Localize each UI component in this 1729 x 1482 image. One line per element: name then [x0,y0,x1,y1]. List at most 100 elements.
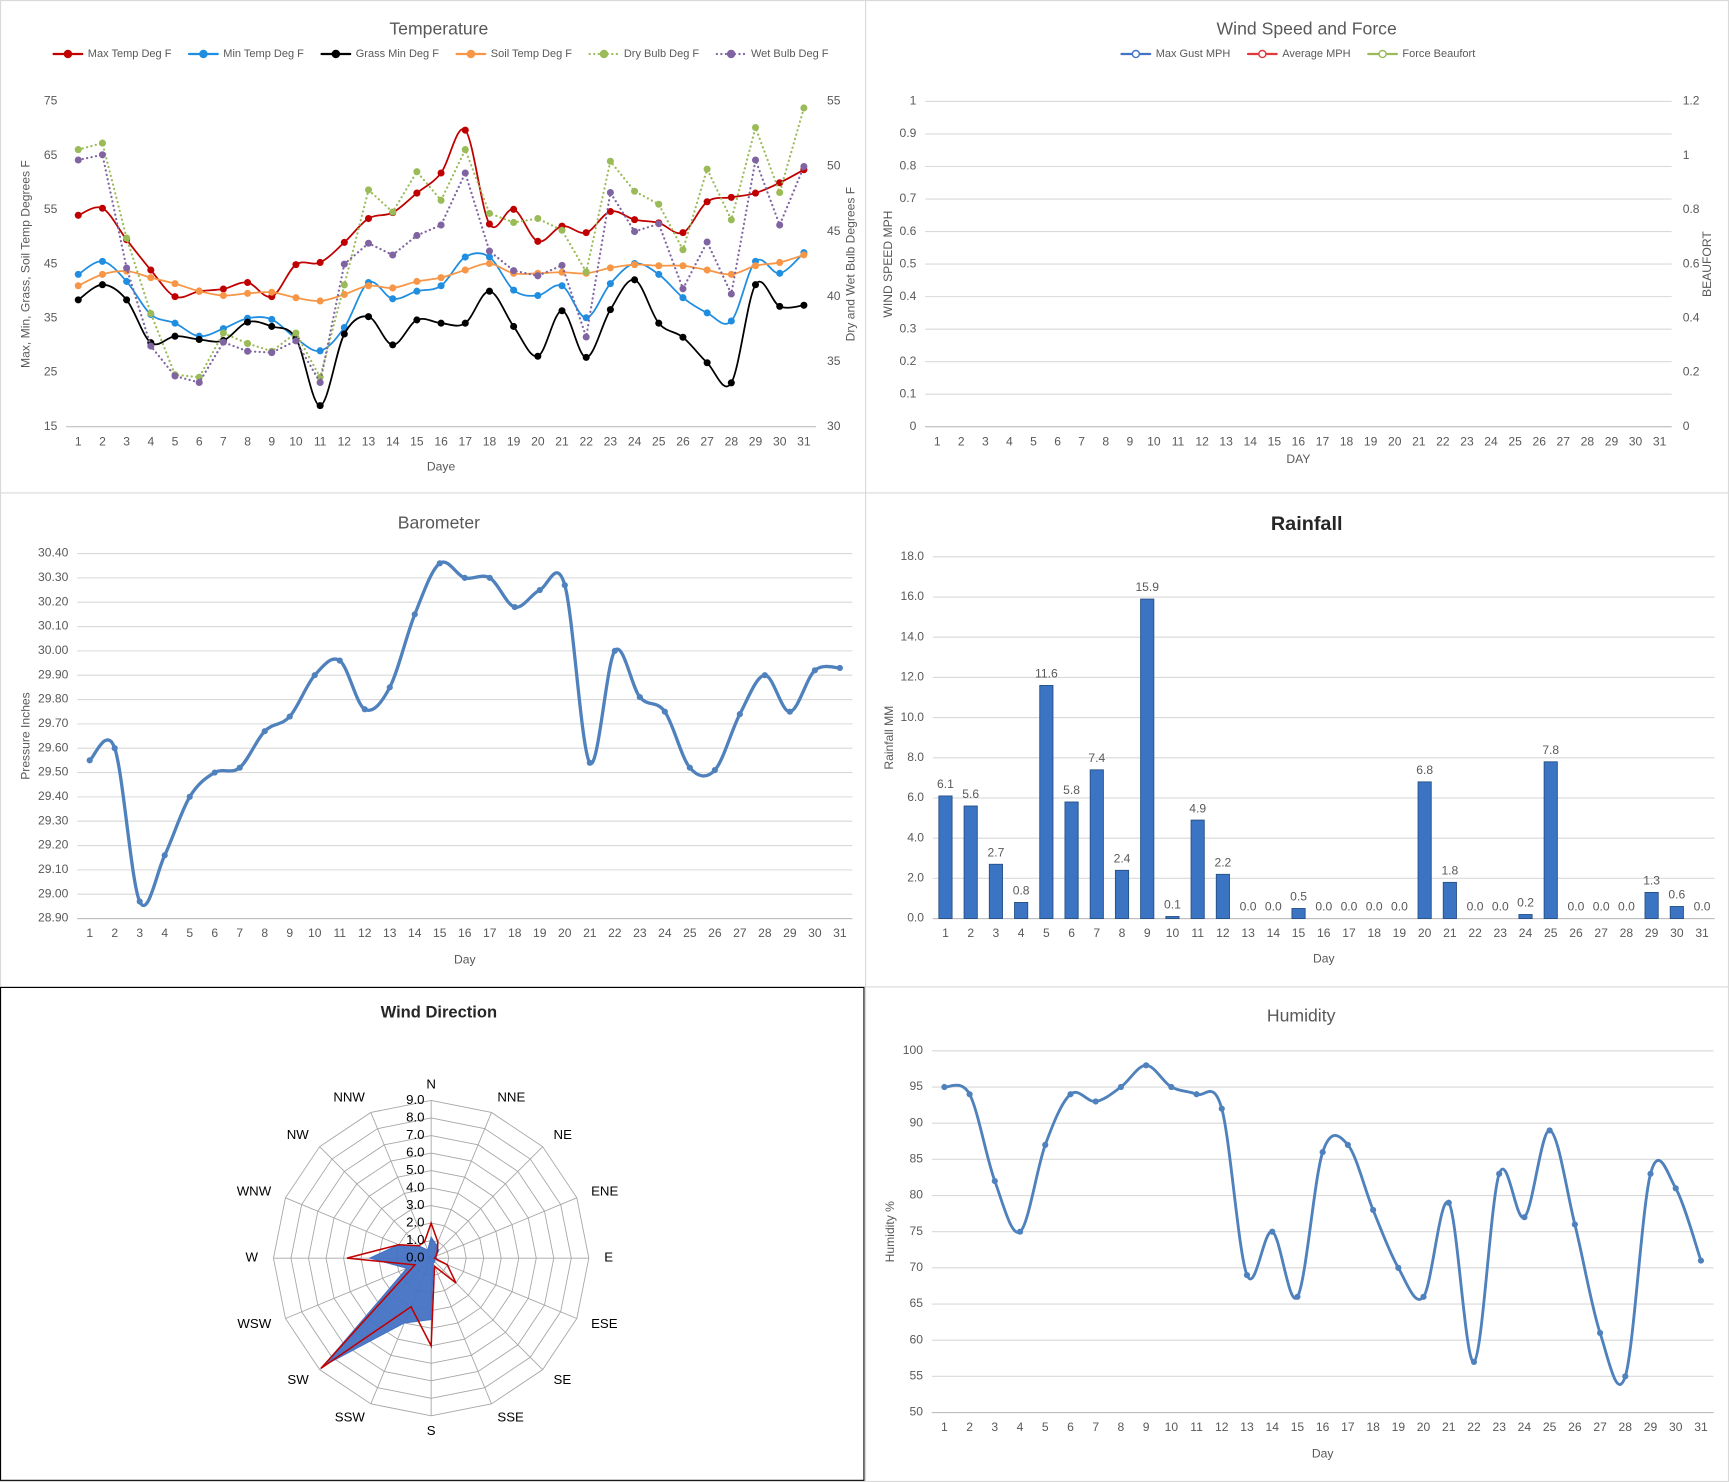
marker [244,289,252,297]
marker [437,169,445,177]
bar [938,795,953,919]
data-label: 0.0 [1265,900,1282,914]
x-tick-label: 15 [1292,926,1306,940]
marker [286,713,293,720]
x-tick-label: 12 [1216,926,1230,940]
x-tick-label: 27 [1593,1420,1607,1434]
x-tick-label: 21 [1442,1420,1456,1434]
x-tick-label: 12 [1195,434,1209,448]
marker [98,151,106,159]
marker [631,228,639,236]
y2-tick-label: 30 [827,419,841,433]
x-tick-label: 6 [1067,1420,1074,1434]
marker [1294,1293,1301,1300]
x-tick-label: 10 [308,926,322,940]
y-tick-label: 29.50 [38,765,69,779]
marker [727,290,735,298]
marker [486,574,493,581]
marker [836,664,843,671]
x-tick-label: 14 [1267,926,1281,940]
marker [606,280,614,288]
x-tick-label: 15 [410,434,424,448]
marker [776,258,784,266]
marker [411,611,418,618]
marker [1243,1272,1251,1279]
marker [211,769,218,776]
marker [582,314,590,322]
legend-marker [63,49,73,59]
marker [123,277,131,285]
marker [219,329,227,337]
x-tick-label: 28 [1620,926,1634,940]
chart-title: Temperature [389,18,488,38]
marker [1168,1083,1175,1091]
y-tick-label: 85 [909,1152,923,1166]
y-tick-label: 60 [909,1332,923,1346]
marker [1420,1293,1427,1300]
spoke [430,1257,492,1405]
r-tick-label: 3.0 [406,1197,424,1212]
x-tick-label: 18 [1367,926,1381,940]
marker [389,284,397,292]
spoke [319,1146,432,1259]
x-tick-label: 1 [941,1420,948,1434]
y-tick-label: 0.6 [899,224,916,238]
marker [86,757,93,764]
x-tick-label: 31 [1653,434,1667,448]
x-tick-label: 17 [459,434,473,448]
marker [582,229,590,237]
marker [776,179,784,187]
y-tick-label: 8.0 [907,750,924,764]
r-tick-label: 1.0 [406,1232,424,1247]
marker [679,229,687,237]
bar [1190,819,1205,919]
x-tick-label: 4 [1017,1420,1024,1434]
x-tick-label: 15 [1291,1420,1305,1434]
marker [636,694,643,701]
y2-tick-label: 40 [827,289,841,303]
y-tick-label: 0.4 [899,289,916,303]
data-label: 0.0 [1618,900,1635,914]
marker [261,728,268,735]
x-tick-label: 22 [579,434,593,448]
x-tick-label: 1 [86,926,93,940]
x-tick-label: 19 [1364,434,1378,448]
y-tick-label: 2.0 [907,871,924,885]
x-tick-label: 25 [1508,434,1522,448]
spoke [430,1197,577,1259]
category-label: W [246,1250,259,1265]
marker [485,247,493,255]
x-tick-label: 7 [1078,434,1085,448]
marker [413,168,421,176]
bar [1140,598,1155,919]
x-tick-label: 12 [1215,1420,1229,1434]
x-tick-label: 16 [1317,926,1331,940]
x-tick-label: 18 [483,434,497,448]
y-tick-label: 4.0 [907,830,924,844]
marker [413,231,421,239]
marker [1546,1127,1553,1134]
legend-label: Max Gust MPH [1156,48,1231,60]
marker [606,306,614,314]
x-tick-label: 29 [749,434,763,448]
y-tick-label: 90 [909,1115,923,1129]
data-label: 6.8 [1416,763,1433,777]
marker [991,1177,998,1185]
bar [1114,869,1130,919]
spoke [430,1112,492,1259]
marker [751,262,760,270]
legend: Max Temp Deg F Min Temp Deg F Grass Min De… [52,48,829,60]
category-label: NNE [497,1090,525,1105]
marker [1016,1228,1024,1235]
x-tick-label: 12 [358,926,372,940]
marker [74,282,82,290]
bar [1442,881,1457,919]
marker [461,146,469,154]
marker [219,292,227,300]
marker [1143,1062,1150,1069]
marker [316,378,324,387]
marker [340,290,348,298]
x-tick-label: 5 [186,926,193,940]
x-axis-label: Day [454,953,476,967]
